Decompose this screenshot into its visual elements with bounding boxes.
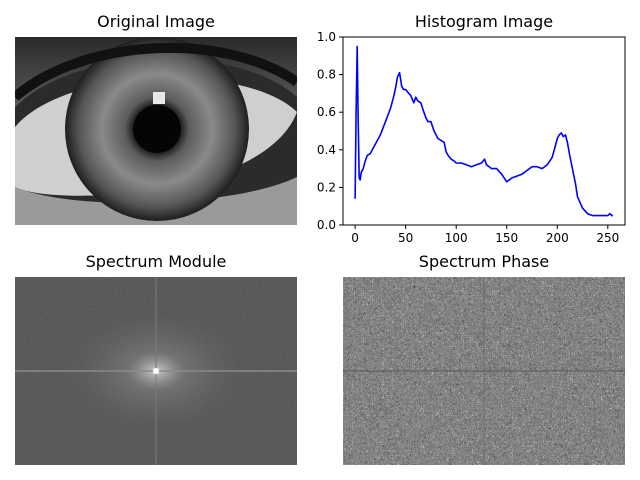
y-tick-label-0.8: 0.8 (317, 68, 336, 82)
histogram-plot-frame (342, 36, 626, 226)
y-tick-label-0: 0.0 (317, 218, 336, 232)
histogram-title: Histogram Image (414, 12, 554, 31)
spectrum-module-title: Spectrum Module (85, 252, 227, 271)
x-tick-label-0: 0 (351, 231, 359, 245)
x-tick-label-150: 150 (495, 231, 518, 245)
y-tick-label-0.2: 0.2 (317, 180, 336, 194)
spectrum-phase-title: Spectrum Phase (418, 252, 550, 271)
original-image-title: Original Image (97, 12, 215, 31)
spectrum-phase-image (343, 277, 625, 465)
x-tick-label-250: 250 (596, 231, 619, 245)
histogram-chart: 0 50 100 150 200 250 0.0 0.2 0.4 0.6 0.8 1.0 (317, 30, 626, 245)
x-tick-label-100: 100 (445, 231, 468, 245)
y-tick-label-1: 1.0 (317, 30, 336, 44)
y-tick-label-0.4: 0.4 (317, 143, 336, 157)
histogram-series-line-0 (354, 45, 613, 217)
spectrum-module-image (15, 277, 297, 465)
x-tick-label-50: 50 (398, 231, 413, 245)
eye-image (15, 37, 297, 225)
y-tick-label-0.6: 0.6 (317, 105, 336, 119)
x-tick-label-200: 200 (546, 231, 569, 245)
